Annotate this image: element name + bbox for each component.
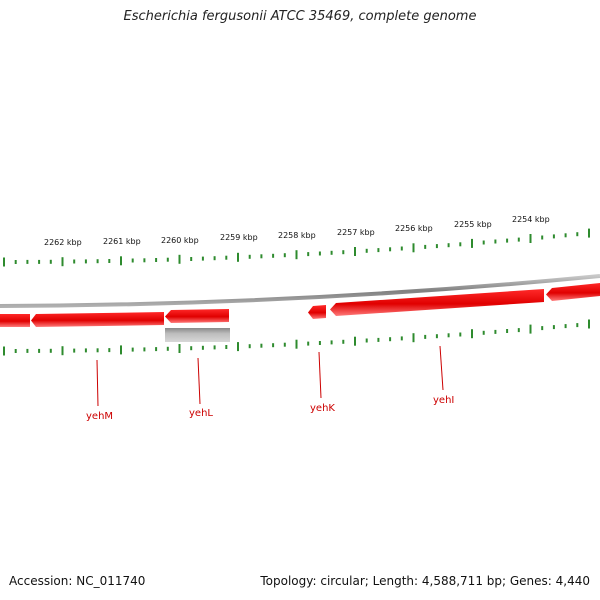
gene-arrow-yehK[interactable] <box>308 305 326 319</box>
gene-labels: yehM yehL yehK yehI <box>86 395 454 422</box>
map-title: Escherichia fergusonii ATCC 35469, compl… <box>123 9 477 24</box>
outer-ruler: 2262 kbp 2261 kbp 2260 kbp 2259 kbp 2258… <box>3 215 590 267</box>
gene-arrow-yehI[interactable] <box>330 289 544 316</box>
gene-arrow-yehL[interactable] <box>165 309 229 323</box>
leader-yehL <box>197 357 201 405</box>
gene-arrow-partial-left[interactable] <box>0 314 30 327</box>
gene-label-yehI[interactable]: yehI <box>433 395 454 406</box>
inner-ruler <box>3 319 590 356</box>
gene-arrow-yehM[interactable] <box>31 312 164 327</box>
gene-features <box>0 283 600 327</box>
rna-feature[interactable] <box>165 328 230 342</box>
ruler-label-2259: 2259 kbp <box>220 233 258 242</box>
ruler-label-2256: 2256 kbp <box>395 224 433 233</box>
accession-text: Accession: NC_011740 <box>9 574 146 588</box>
ruler-label-2261: 2261 kbp <box>103 237 141 246</box>
ruler-label-2258: 2258 kbp <box>278 231 316 240</box>
genome-summary-text: Topology: circular; Length: 4,588,711 bp… <box>260 574 590 588</box>
ruler-label-2254: 2254 kbp <box>512 215 550 224</box>
outer-ruler-ticks <box>3 228 590 267</box>
genome-backbone <box>0 274 600 308</box>
leader-yehK <box>318 351 322 399</box>
ruler-label-2257: 2257 kbp <box>337 228 375 237</box>
ruler-label-2260: 2260 kbp <box>161 236 199 245</box>
inner-ruler-ticks <box>3 319 590 356</box>
gene-arrow-partial-right[interactable] <box>546 283 600 301</box>
leader-yehI <box>439 345 444 391</box>
gene-label-yehK[interactable]: yehK <box>310 403 335 414</box>
leader-yehM <box>96 359 99 407</box>
gene-label-yehL[interactable]: yehL <box>189 408 213 419</box>
gene-label-leaders <box>96 345 444 407</box>
ruler-label-2262: 2262 kbp <box>44 238 82 247</box>
ruler-label-2255: 2255 kbp <box>454 220 492 229</box>
gene-label-yehM[interactable]: yehM <box>86 411 113 422</box>
